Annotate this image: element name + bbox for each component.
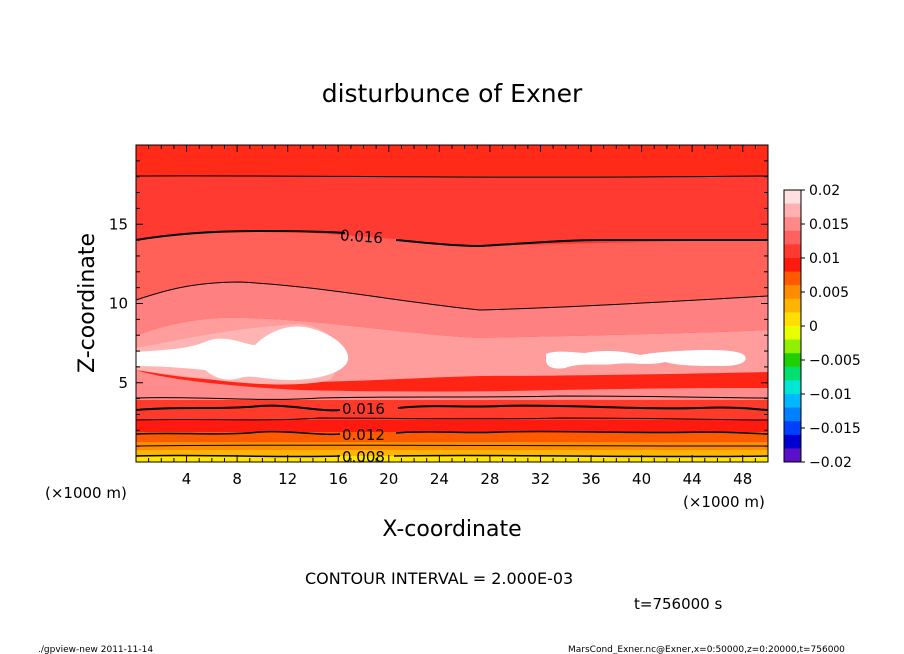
colorbar-swatch (784, 326, 801, 341)
band-mid-red (136, 176, 768, 246)
colorbar-swatch (784, 434, 801, 449)
colorbar: 0.02 0.015 0.01 0.005 0 −0.005 −0.01 −0.015 −0.0… (783, 183, 861, 471)
y-axis-label: Z-coordinate (75, 233, 100, 373)
contour-label: 0.016 (339, 226, 383, 247)
band-orange-2 (136, 442, 768, 450)
x-tick-label: 24 (430, 470, 449, 488)
colorbar-label: −0.01 (809, 387, 852, 403)
colorbar-label: 0.015 (809, 217, 849, 233)
x-axis: 4 8 12 16 20 24 28 32 36 40 44 48 (148, 145, 756, 488)
colorbar-swatch (784, 271, 801, 286)
time-label: t=756000 s (634, 595, 722, 613)
footer-left: ./gpview-new 2011-11-14 (38, 645, 153, 654)
colorbar-label: −0.005 (809, 353, 861, 369)
colorbar-swatch (784, 380, 801, 395)
colorbar-swatch (784, 203, 801, 218)
band-light-2 (136, 282, 768, 338)
colorbar-swatch (784, 448, 801, 463)
colorbar-swatch (784, 312, 801, 327)
chart-title: disturbunce of Exner (322, 79, 583, 108)
colorbar-swatch (784, 258, 801, 273)
x-axis-label: X-coordinate (382, 517, 521, 542)
x-tick-label: 44 (683, 470, 702, 488)
colorbar-swatch (784, 285, 801, 300)
colorbar-swatch (784, 394, 801, 409)
band-orange-3 (136, 450, 768, 456)
x-tick-label: 4 (182, 470, 192, 488)
colorbar-swatch (784, 217, 801, 232)
x-tick-label: 48 (733, 470, 752, 488)
colorbar-label: 0.02 (809, 183, 840, 199)
colorbar-label: 0.01 (809, 251, 840, 267)
band-light-5 (136, 370, 768, 400)
contour-label: 0.012 (342, 426, 385, 444)
colorbar-label: −0.02 (809, 455, 852, 471)
contour-label: 0.008 (342, 448, 385, 466)
contour-field (136, 145, 768, 462)
band-red-7 (136, 420, 768, 432)
x-unit-left: (×1000 m) (45, 484, 127, 502)
y-tick-label: 15 (109, 215, 128, 233)
footer-right: MarsCond_Exner.nc@Exner,x=0:50000,z=0:20… (568, 645, 845, 654)
contour-label: 0.016 (342, 400, 385, 418)
y-tick-label: 5 (118, 374, 128, 392)
colorbar-swatch (784, 407, 801, 422)
colorbar-swatch (784, 353, 801, 368)
x-unit-right: (×1000 m) (683, 493, 765, 511)
colorbar-label: 0 (809, 319, 818, 335)
x-tick-label: 40 (632, 470, 651, 488)
colorbar-label: −0.015 (809, 421, 861, 437)
x-tick-label: 8 (232, 470, 242, 488)
band-upper-dark (136, 145, 768, 176)
colorbar-swatch (784, 298, 801, 313)
white-blob-left (136, 326, 349, 380)
band-red-6 (136, 400, 768, 420)
colorbar-label: 0.005 (809, 285, 849, 301)
colorbar-swatch (784, 244, 801, 259)
x-tick-label: 36 (581, 470, 600, 488)
colorbar-swatch (784, 230, 801, 245)
colorbar-swatch (784, 190, 801, 205)
contour-interval: CONTOUR INTERVAL = 2.000E-03 (305, 569, 573, 588)
x-tick-label: 32 (531, 470, 550, 488)
x-tick-label: 16 (329, 470, 348, 488)
white-blob-right (546, 350, 746, 369)
colorbar-swatch (784, 421, 801, 436)
x-tick-label: 20 (379, 470, 398, 488)
band-orange-1 (136, 432, 768, 442)
colorbar-swatch (784, 366, 801, 381)
x-tick-label: 28 (480, 470, 499, 488)
y-axis: 5 10 15 (109, 160, 768, 447)
y-tick-label: 10 (109, 295, 128, 313)
x-tick-label: 12 (278, 470, 297, 488)
band-light-1 (136, 231, 768, 310)
colorbar-swatch (784, 339, 801, 354)
